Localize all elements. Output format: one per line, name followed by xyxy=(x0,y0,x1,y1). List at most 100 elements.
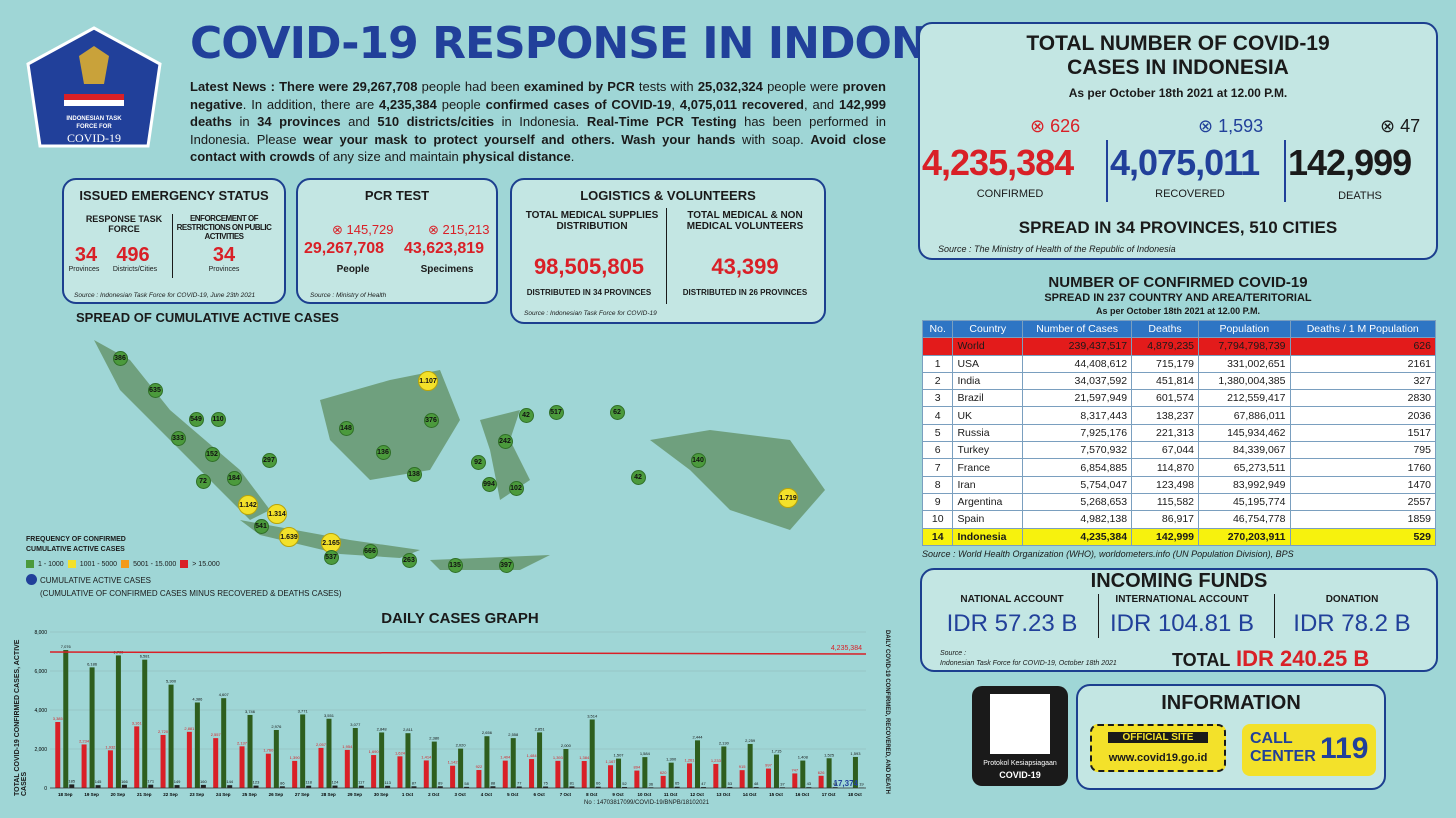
up-icon: ⊗ xyxy=(1380,116,1401,136)
daily-cases-chart: 0 2,000 4,000 6,000 8,000 7,076 3,385 185 18 Sep… xyxy=(34,630,867,797)
bar xyxy=(344,749,350,788)
map-dot: 1.314 xyxy=(267,504,287,524)
data-label: 44 xyxy=(833,781,838,786)
bar xyxy=(747,743,753,788)
qr-code-icon xyxy=(990,694,1050,754)
table-row: 8 Iran 5,754,047 123,498 83,992,949 1470 xyxy=(921,475,1436,494)
end-label: 17,374 xyxy=(834,779,859,788)
bar xyxy=(852,756,858,788)
map-dot: 537 xyxy=(323,549,339,565)
data-label: 3,551 xyxy=(324,713,335,718)
table-cell: 715,179 xyxy=(1131,354,1200,373)
data-label: 3,385 xyxy=(53,716,64,721)
table-cell: 2 xyxy=(921,371,954,391)
table-cell: 4,982,138 xyxy=(1022,510,1133,529)
official-site-button[interactable]: OFFICIAL SITE www.covid19.go.id xyxy=(1090,724,1226,772)
bar xyxy=(379,732,385,788)
map-dot: 138 xyxy=(406,466,422,482)
enf-label: ENFORCEMENT OF RESTRICTIONS ON PUBLIC AC… xyxy=(176,214,272,241)
cumulative-dot-icon xyxy=(26,574,37,585)
data-label: 1,142 xyxy=(448,760,459,765)
table-cell: 1760 xyxy=(1289,458,1436,477)
data-label: 2,848 xyxy=(377,726,388,731)
data-label: 2,000 xyxy=(561,743,572,748)
data-label: 3,746 xyxy=(245,709,256,714)
map-dot: 110 xyxy=(210,411,226,427)
label: Specimens xyxy=(420,264,474,275)
x-tick-label: 7 Oct xyxy=(560,792,572,797)
call-center-button[interactable]: CALL CENTER 119 xyxy=(1242,724,1376,776)
bar xyxy=(800,760,806,788)
map-dot: 541 xyxy=(253,518,269,534)
bar xyxy=(437,786,443,788)
up-icon: ⊗ xyxy=(332,222,347,237)
table-row: 5 Russia 7,925,176 221,313 145,934,462 1517 xyxy=(921,423,1436,443)
x-tick-label: 4 Oct xyxy=(481,792,493,797)
table-cell: 9 xyxy=(921,492,954,512)
table-cell: 212,559,417 xyxy=(1198,389,1291,408)
data-label: 1,261 xyxy=(684,757,695,762)
source: Source : World Health Organization (WHO)… xyxy=(922,549,1294,559)
qr-card[interactable]: Protokol Kesiapsiagaan COVID-19 xyxy=(972,686,1068,786)
logo-line1: INDONESIAN TASK xyxy=(66,116,122,122)
bar xyxy=(318,747,324,788)
site-url[interactable]: www.covid19.go.id xyxy=(1108,752,1208,764)
data-label: 1,954 xyxy=(342,744,353,749)
table-row: 2 India 34,037,592 451,814 1,380,004,385 327 xyxy=(921,371,1436,391)
data-label: 2,259 xyxy=(745,738,756,743)
table-cell: 6,854,885 xyxy=(1022,458,1133,477)
table-header: Population xyxy=(1198,319,1291,339)
map-dot: 333 xyxy=(170,430,186,446)
map-dot: 666 xyxy=(362,543,378,559)
up-icon: ⊗ xyxy=(1030,116,1051,136)
map-dot: 92 xyxy=(470,454,486,470)
x-tick-label: 12 Oct xyxy=(690,792,704,797)
legend-title: CUMULATIVE ACTIVE CASES xyxy=(26,546,125,553)
data-label: 1,300 xyxy=(666,757,677,762)
table-row: 7 France 6,854,885 114,870 65,273,511 1760 xyxy=(921,458,1436,477)
table-cell: 2161 xyxy=(1289,354,1436,373)
table-cell: Turkey xyxy=(952,441,1024,460)
map-dot: 42 xyxy=(518,407,534,423)
x-tick-label: 17 Oct xyxy=(822,792,836,797)
logistics-title: LOGISTICS & VOLUNTEERS xyxy=(580,188,756,203)
x-tick-label: 27 Sep xyxy=(295,792,310,797)
bar xyxy=(739,770,745,788)
rtf-label: RESPONSE TASK FORCE xyxy=(85,214,163,234)
data-label: 2,720 xyxy=(158,729,169,734)
up-icon: ⊗ xyxy=(428,222,443,237)
data-label: 1,414 xyxy=(421,754,432,759)
bar xyxy=(115,655,121,788)
x-tick-label: 18 Oct xyxy=(848,792,862,797)
bar xyxy=(616,758,622,788)
table-cell: 4 xyxy=(921,406,954,425)
data-label: 87 xyxy=(412,780,417,785)
table-cell: 327 xyxy=(1289,371,1436,391)
data-label: 48 xyxy=(754,781,759,786)
x-tick-label: 14 Oct xyxy=(743,792,757,797)
x-tick-label: 11 Oct xyxy=(664,792,678,797)
table-cell: Russia xyxy=(952,423,1024,443)
table-cell: 83,992,949 xyxy=(1198,475,1291,494)
bar xyxy=(818,775,824,788)
y-tick-label: 8,000 xyxy=(34,630,47,636)
table-cell: 138,237 xyxy=(1131,406,1200,425)
bar xyxy=(510,738,516,788)
bar xyxy=(265,753,271,788)
data-label: 1,390 xyxy=(290,755,301,760)
table-cell: 8 xyxy=(921,475,954,494)
table-cell: 239,437,517 xyxy=(1022,337,1133,356)
x-tick-label: 21 Sep xyxy=(137,792,152,797)
data-label: 88 xyxy=(491,780,496,785)
x-tick-label: 29 Sep xyxy=(348,792,363,797)
cumulative-line xyxy=(49,651,867,655)
map-dot: 2.165 xyxy=(321,533,341,553)
bar xyxy=(247,714,253,788)
data-label: 160 xyxy=(200,779,207,784)
x-tick-label: 22 Sep xyxy=(163,792,178,797)
table-cell: Argentina xyxy=(952,492,1024,512)
data-label: 2,234 xyxy=(79,738,90,743)
table-row: 10 Spain 4,982,138 86,917 46,754,778 1859 xyxy=(921,510,1436,529)
task-force-logo: INDONESIAN TASK FORCE FOR COVID-19 xyxy=(24,24,164,154)
table-cell: 86,917 xyxy=(1131,510,1200,529)
